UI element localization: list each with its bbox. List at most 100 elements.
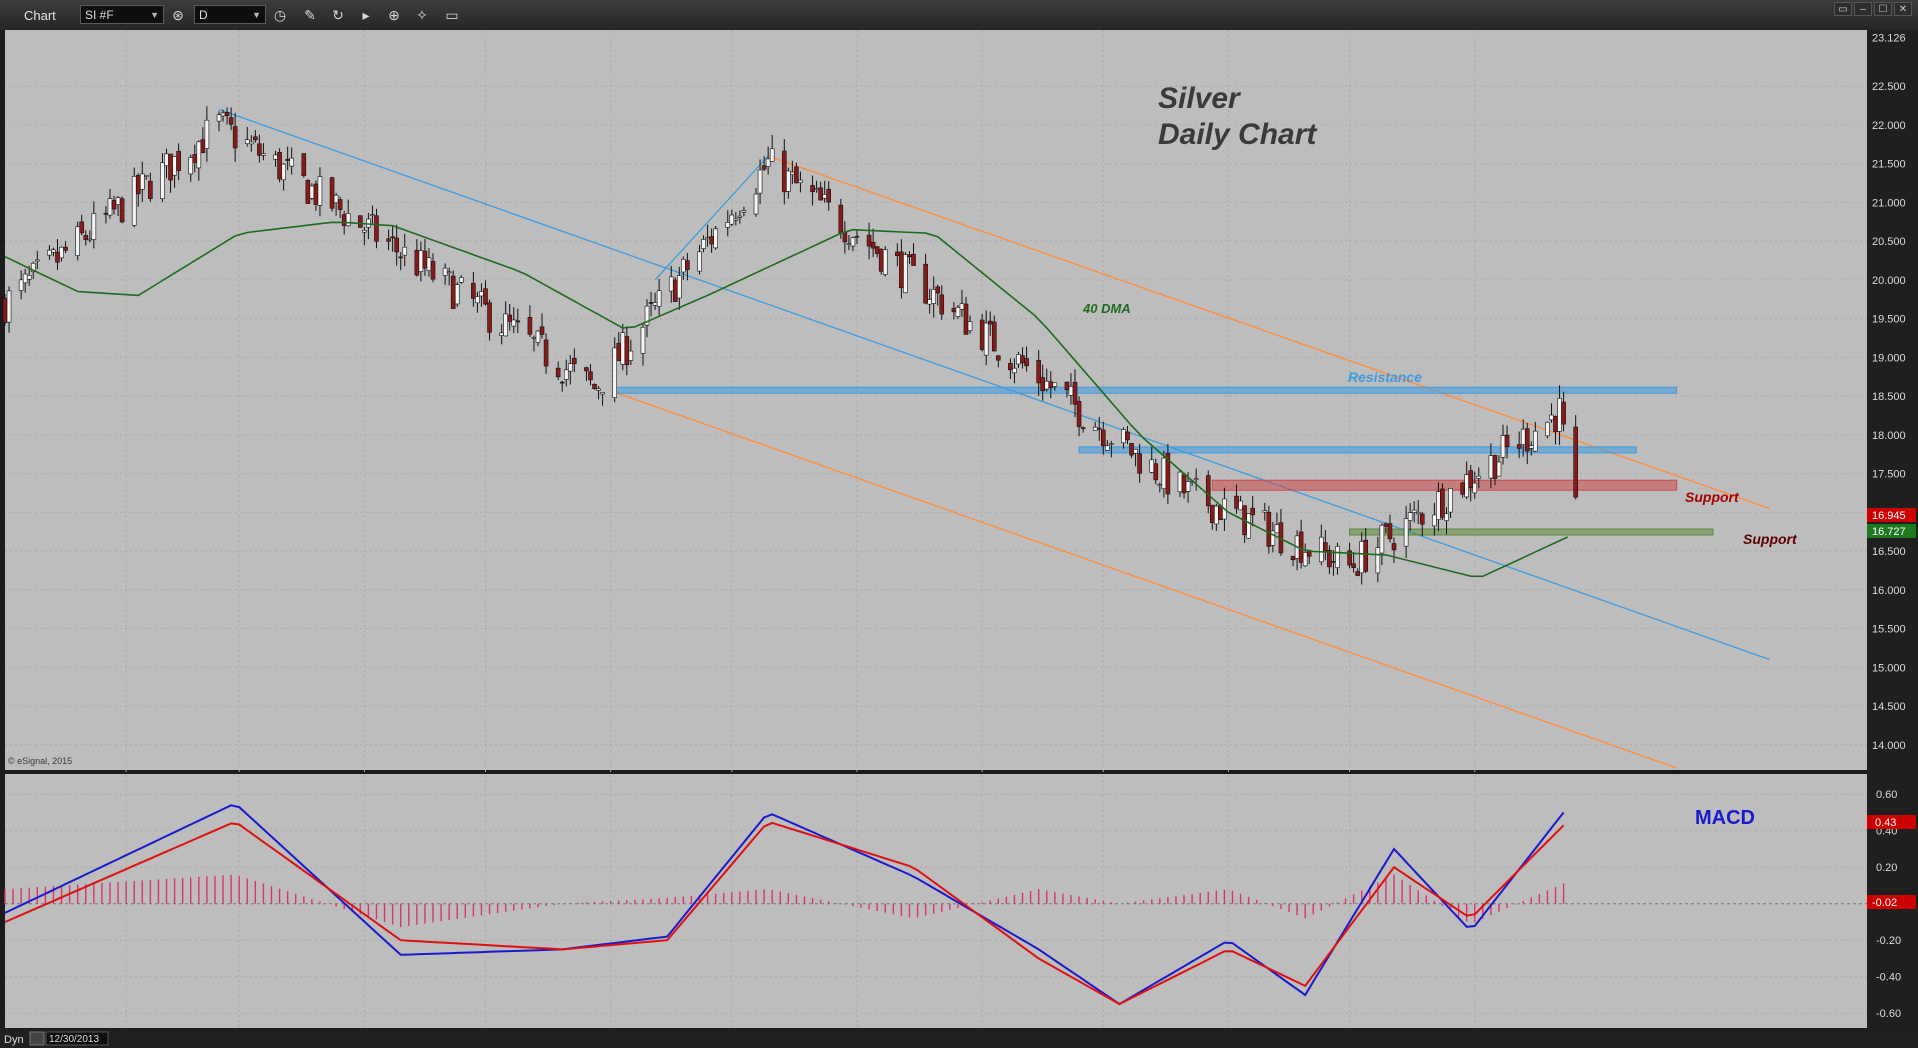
draw-pencil-icon[interactable]: ✎ (304, 7, 316, 23)
candle-body (866, 234, 872, 247)
candle-body (483, 288, 488, 305)
candle-body (450, 275, 456, 309)
maximize-button[interactable]: ☐ (1874, 2, 1892, 16)
candle-body (1016, 354, 1021, 365)
candle-body (612, 347, 618, 399)
candle-body (567, 363, 573, 372)
candle-body (979, 319, 985, 350)
candle-body (1355, 571, 1360, 576)
candle-body (1492, 455, 1498, 479)
candle-body (1403, 518, 1409, 547)
candle-body (103, 212, 109, 215)
candle-body (1460, 482, 1465, 495)
candle-body (911, 253, 916, 266)
start-date-input[interactable] (45, 1031, 109, 1046)
candle-body (499, 332, 504, 336)
candle-body (616, 342, 622, 362)
candle-body (672, 279, 678, 302)
clock-icon[interactable]: ◷ (273, 7, 287, 23)
candle-body (51, 249, 56, 253)
candle-body (1137, 453, 1142, 474)
zoom-icon[interactable]: ⊕ (388, 7, 400, 23)
candle-body (1250, 507, 1255, 516)
candle-body (422, 250, 428, 269)
play-icon[interactable]: ▸ (362, 7, 370, 23)
candle-body (1440, 488, 1445, 518)
candle-body (995, 355, 1001, 361)
macd-axis-labels: 0.600.400.20-0.20-0.40-0.60 (1876, 789, 1901, 1020)
candle-body (430, 261, 436, 280)
candle-body (786, 170, 791, 192)
interval-input[interactable]: D ▼ (194, 5, 266, 24)
restore-button[interactable]: ▭ (1834, 2, 1852, 16)
candle-body (418, 250, 424, 272)
candle-body (220, 112, 226, 117)
candle-body (838, 204, 844, 234)
candle-body (1064, 381, 1070, 391)
candle-body (1363, 539, 1369, 572)
candle-body (539, 326, 545, 335)
tools-icon[interactable]: ✧ (416, 7, 428, 23)
price-tick-label: 15.500 (1872, 624, 1906, 636)
candle-body (515, 320, 521, 323)
candle-body (83, 235, 89, 240)
candle-body (87, 238, 93, 241)
candle-body (559, 381, 565, 384)
candle-body (640, 326, 646, 354)
price-tick-label: 18.000 (1872, 430, 1906, 442)
candle-body (923, 263, 928, 304)
candle-body (1476, 475, 1482, 479)
macd-tick-label: -0.20 (1876, 935, 1901, 947)
candle-body (1096, 427, 1102, 430)
candle-body (588, 371, 593, 381)
candle-body (281, 163, 286, 181)
candle-body (1274, 524, 1280, 534)
candle-body (1432, 514, 1437, 527)
candle-body (1545, 421, 1550, 437)
candle-body (1464, 474, 1469, 498)
chat-icon[interactable]: ▭ (445, 7, 459, 23)
symbol-input[interactable]: SI #F ▼ (80, 5, 164, 24)
candle-body (1391, 543, 1397, 551)
candle-body (753, 193, 759, 215)
symbol-link-icon[interactable]: ⊛ (172, 7, 184, 23)
minimize-button[interactable]: – (1854, 2, 1872, 16)
candle-body (1266, 511, 1272, 547)
candle-body (1270, 530, 1276, 546)
price-panel (5, 30, 1867, 770)
candle-body (305, 180, 311, 204)
candle-body (115, 197, 121, 205)
candle-body (107, 198, 113, 216)
candle-body (737, 215, 743, 218)
candle-body (628, 350, 634, 361)
candle-body (592, 383, 597, 389)
candle-body (620, 332, 626, 365)
calendar-icon[interactable] (29, 1031, 45, 1046)
candle-body (1387, 523, 1393, 540)
price-tick-label: 19.500 (1872, 314, 1906, 326)
candles (2, 106, 1578, 585)
candle-body (374, 215, 379, 242)
candle-body (1383, 523, 1389, 527)
price-tick-label: 16.500 (1872, 546, 1906, 558)
candle-body (454, 284, 460, 305)
refresh-icon[interactable]: ↻ (332, 7, 344, 23)
last-price-badge (1867, 508, 1916, 522)
candle-body (22, 273, 28, 284)
candle-body (757, 169, 763, 194)
candle-body (899, 251, 904, 289)
candle-body (511, 319, 517, 327)
close-button[interactable]: ✕ (1894, 2, 1912, 16)
interval-value: D (199, 8, 208, 22)
candle-body (458, 277, 464, 283)
signal-value: -0.02 (1872, 897, 1897, 909)
candle-body (232, 126, 238, 149)
price-tick-label: 17.500 (1872, 469, 1906, 481)
candle-body (725, 222, 731, 228)
candle-body (200, 139, 206, 154)
candle-body (341, 214, 347, 226)
candle-body (656, 290, 662, 307)
candle-body (572, 357, 577, 365)
candle-body (1262, 510, 1268, 513)
candle-body (370, 214, 375, 216)
